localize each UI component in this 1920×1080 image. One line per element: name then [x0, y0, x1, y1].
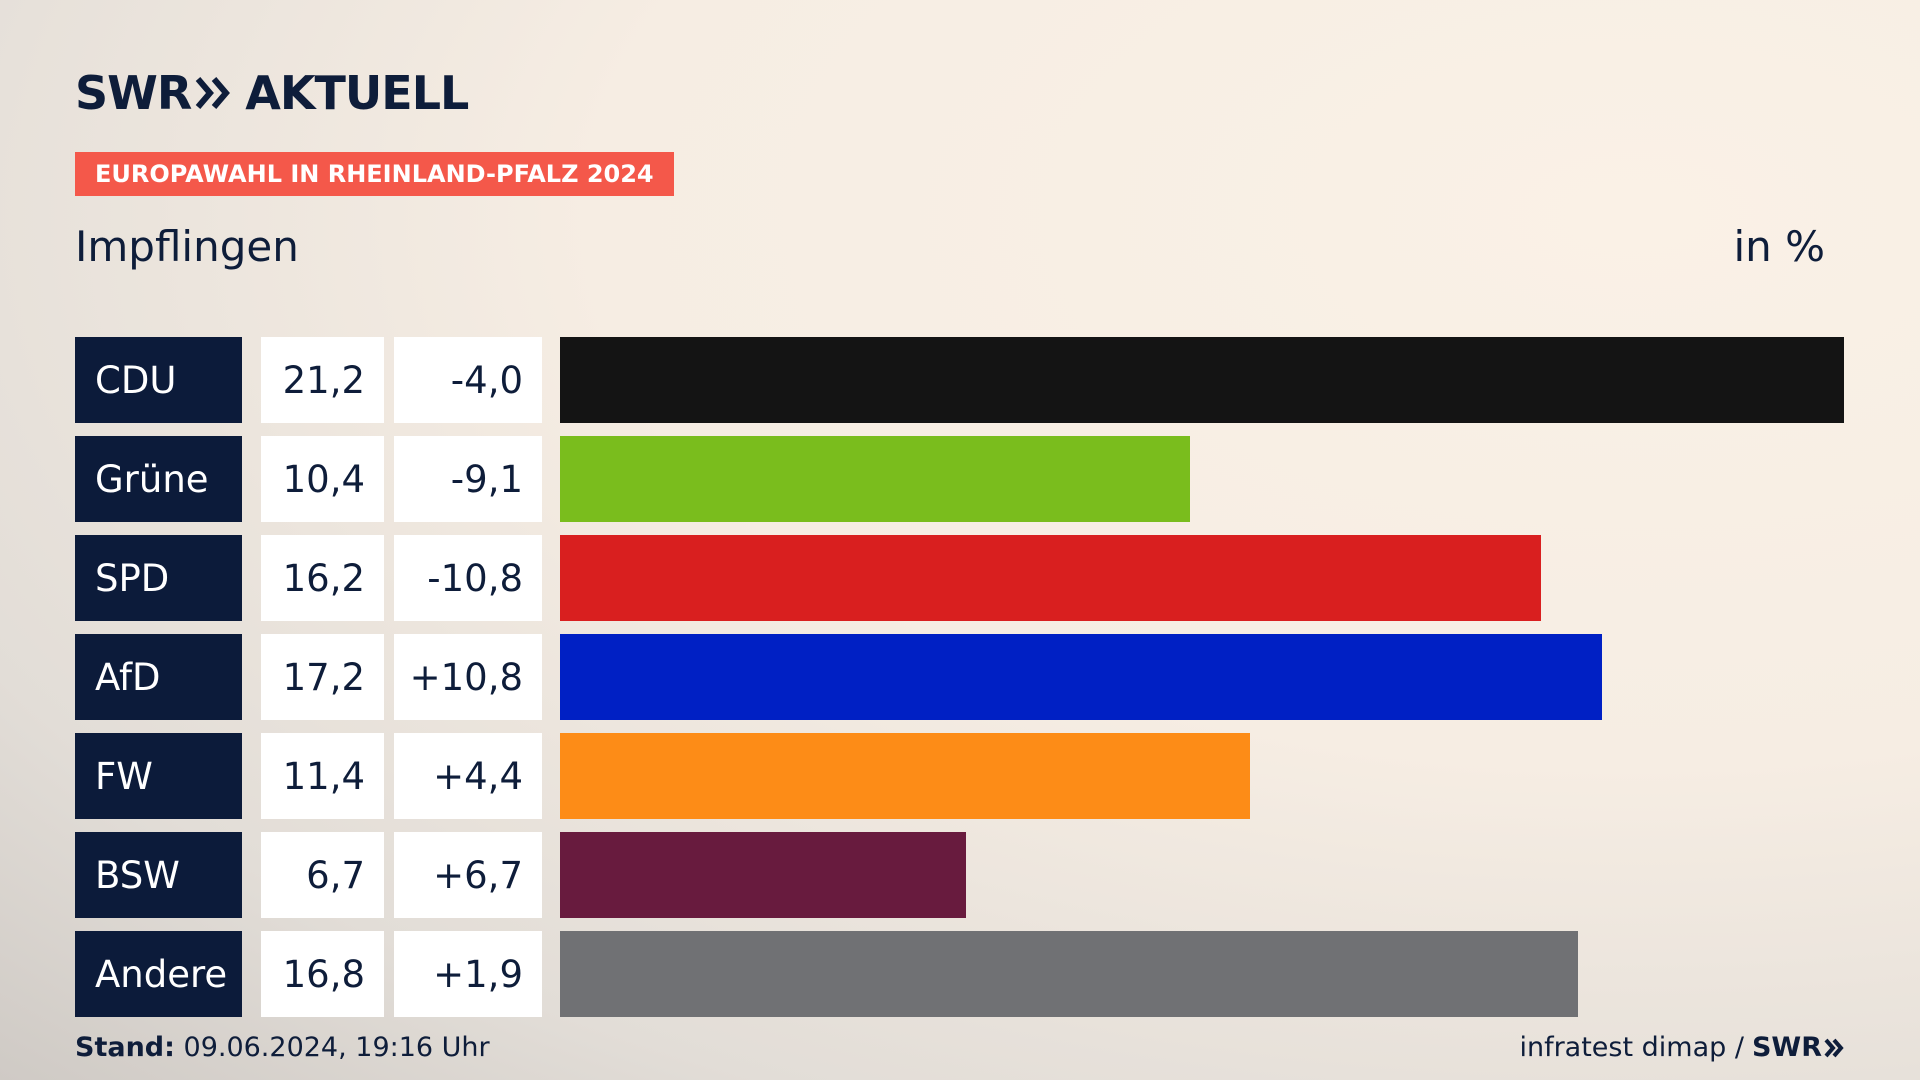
party-label: AfD [75, 634, 242, 720]
timestamp: Stand: 09.06.2024, 19:16 Uhr [75, 1032, 490, 1063]
swr-aktuell-logo: SWR AKTUELL [75, 66, 469, 120]
change-label: -10,8 [394, 535, 542, 621]
value-label: 10,4 [261, 436, 384, 522]
bar-afd [560, 634, 1602, 720]
bar-cdu [560, 337, 1844, 423]
logo-aktuell-text: AKTUELL [245, 66, 469, 120]
change-label: +1,9 [394, 931, 542, 1017]
value-label: 16,2 [261, 535, 384, 621]
bar-spd [560, 535, 1541, 621]
change-label: +6,7 [394, 832, 542, 918]
double-chevron-icon [195, 76, 231, 110]
bar-fw [560, 733, 1250, 819]
party-label: Andere [75, 931, 242, 1017]
election-badge: EUROPAWAHL IN RHEINLAND-PFALZ 2024 [75, 152, 674, 196]
unit-label: in % [1733, 222, 1825, 271]
change-label: -4,0 [394, 337, 542, 423]
swr-mini-logo-text: SWR [1751, 1032, 1822, 1063]
party-label: CDU [75, 337, 242, 423]
swr-mini-logo: SWR [1752, 1032, 1844, 1063]
logo-swr-text: SWR [75, 66, 192, 120]
party-label: SPD [75, 535, 242, 621]
party-label: BSW [75, 832, 242, 918]
change-label: +10,8 [394, 634, 542, 720]
bar-bsw [560, 832, 966, 918]
party-label: FW [75, 733, 242, 819]
source-credit: infratest dimap / SWR [1519, 1032, 1844, 1063]
mini-chevron-icon [1824, 1038, 1844, 1057]
value-label: 11,4 [261, 733, 384, 819]
change-label: +4,4 [394, 733, 542, 819]
value-label: 17,2 [261, 634, 384, 720]
stand-value: 09.06.2024, 19:16 Uhr [183, 1032, 490, 1063]
bar-andere [560, 931, 1578, 1017]
bar-grüne [560, 436, 1190, 522]
region-title: Impflingen [75, 222, 299, 271]
stand-label: Stand: [75, 1032, 175, 1063]
change-label: -9,1 [394, 436, 542, 522]
value-label: 21,2 [261, 337, 384, 423]
source-text: infratest dimap / [1519, 1032, 1744, 1063]
value-label: 16,8 [261, 931, 384, 1017]
value-label: 6,7 [261, 832, 384, 918]
party-label: Grüne [75, 436, 242, 522]
